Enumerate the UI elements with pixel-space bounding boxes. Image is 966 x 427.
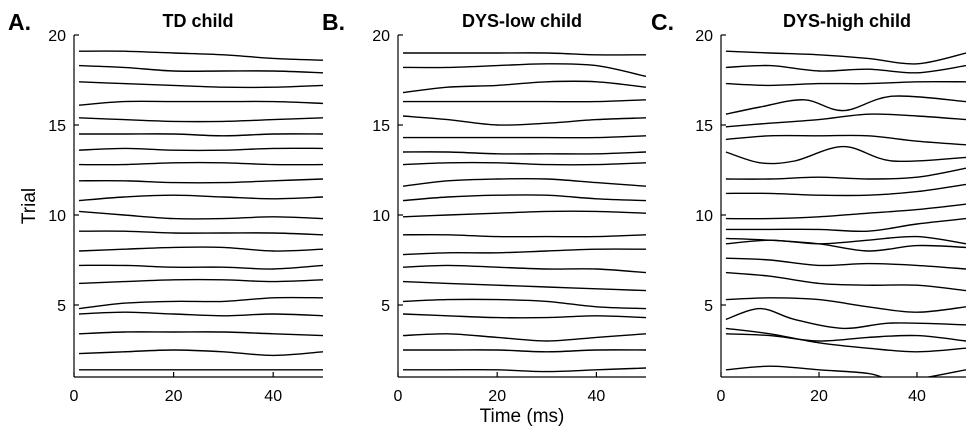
trial-trace-19 — [79, 66, 323, 73]
y-tick-label: 5 — [704, 298, 713, 315]
trial-trace-6 — [726, 273, 966, 291]
x-tick-label: 20 — [165, 388, 183, 405]
trial-trace-11 — [403, 195, 646, 201]
trial-trace-7 — [726, 258, 966, 269]
trial-trace-3 — [726, 334, 966, 341]
x-tick-label: 40 — [908, 388, 926, 405]
trial-trace-19 — [726, 65, 966, 72]
trial-trace-10 — [403, 211, 646, 217]
traces — [79, 51, 323, 370]
trial-trace-20 — [403, 53, 646, 55]
y-tick-label: 15 — [695, 118, 713, 135]
panel-title: DYS-high child — [783, 11, 911, 31]
trial-trace-20 — [79, 51, 323, 60]
trial-trace-2 — [403, 350, 646, 352]
y-axis-label: Trial — [19, 188, 40, 224]
trial-trace-8 — [79, 247, 323, 251]
y-tick-label: 20 — [372, 28, 390, 45]
trial-trace-20 — [726, 51, 966, 64]
trial-trace-8 — [403, 249, 646, 255]
trial-trace-2 — [726, 328, 966, 351]
trial-trace-10 — [726, 219, 966, 232]
trial-trace-14 — [403, 152, 646, 154]
trial-trace-16 — [79, 118, 323, 122]
panel-title: TD child — [163, 11, 234, 31]
trial-trace-17 — [403, 100, 646, 102]
y-tick-label: 20 — [48, 28, 66, 45]
panel-letter: A. — [8, 9, 31, 35]
trial-trace-13 — [79, 163, 323, 165]
trial-trace-10 — [79, 211, 323, 219]
trial-trace-17 — [726, 96, 966, 114]
trial-trace-9 — [79, 231, 323, 235]
trial-trace-7 — [79, 265, 323, 269]
trial-trace-19 — [403, 64, 646, 77]
trial-trace-3 — [403, 334, 646, 341]
trial-trace-16 — [403, 116, 646, 125]
trial-trace-1 — [403, 368, 646, 372]
x-tick-label: 20 — [810, 388, 828, 405]
panel-3: C. DYS-high child 0 20 40 5 10 15 20 — [651, 9, 966, 405]
trial-trace-16 — [726, 114, 966, 127]
trial-trace-5 — [726, 298, 966, 312]
y-tick-label: 5 — [57, 298, 66, 315]
trial-trace-6 — [79, 280, 323, 284]
traces — [403, 53, 646, 372]
trial-trace-14 — [79, 148, 323, 150]
trial-trace-12 — [726, 184, 966, 195]
trial-trace-5 — [403, 299, 646, 308]
trial-trace-7 — [403, 265, 646, 272]
trial-trace-4 — [79, 312, 323, 316]
panel-1: A. TD child 0 20 40 5 10 15 20 Trial — [8, 9, 323, 405]
x-tick-label: 0 — [394, 388, 403, 405]
trial-trace-18 — [403, 81, 646, 92]
panel-letter: C. — [651, 9, 674, 35]
trial-trace-14 — [726, 147, 966, 164]
traces — [726, 51, 966, 380]
y-tick-label: 10 — [48, 208, 66, 225]
y-tick-label: 15 — [48, 118, 66, 135]
trial-trace-9 — [403, 235, 646, 237]
trial-trace-17 — [79, 101, 323, 105]
trial-trace-1 — [726, 366, 966, 380]
x-axis-label: Time (ms) — [480, 406, 565, 427]
panel-letter: B. — [322, 9, 345, 35]
x-tick-label: 20 — [488, 388, 506, 405]
trial-trace-5 — [79, 298, 323, 309]
trial-trace-15 — [726, 135, 966, 144]
panel-title: DYS-low child — [462, 11, 582, 31]
trial-trace-2 — [79, 350, 323, 355]
trial-trace-15 — [403, 136, 646, 138]
trial-trace-15 — [79, 134, 323, 136]
y-tick-label: 20 — [695, 28, 713, 45]
trial-trace-3 — [79, 332, 323, 336]
x-tick-label: 0 — [717, 388, 726, 405]
trial-trace-6 — [403, 282, 646, 291]
trial-trace-12 — [403, 179, 646, 187]
x-tick-label: 40 — [264, 388, 282, 405]
trial-trace-18 — [79, 82, 323, 88]
trial-trace-12 — [79, 179, 323, 183]
y-tick-label: 10 — [695, 208, 713, 225]
y-tick-label: 5 — [381, 298, 390, 315]
trial-trace-11 — [79, 195, 323, 200]
x-tick-label: 0 — [70, 388, 79, 405]
trial-trace-13 — [726, 168, 966, 179]
trial-trace-18 — [726, 82, 966, 86]
trial-trace-11 — [726, 204, 966, 219]
trial-trace-9 — [726, 237, 966, 244]
x-tick-label: 40 — [588, 388, 606, 405]
trial-trace-13 — [403, 163, 646, 165]
trial-trace-4 — [403, 314, 646, 318]
y-tick-label: 15 — [372, 118, 390, 135]
y-tick-label: 10 — [372, 208, 390, 225]
